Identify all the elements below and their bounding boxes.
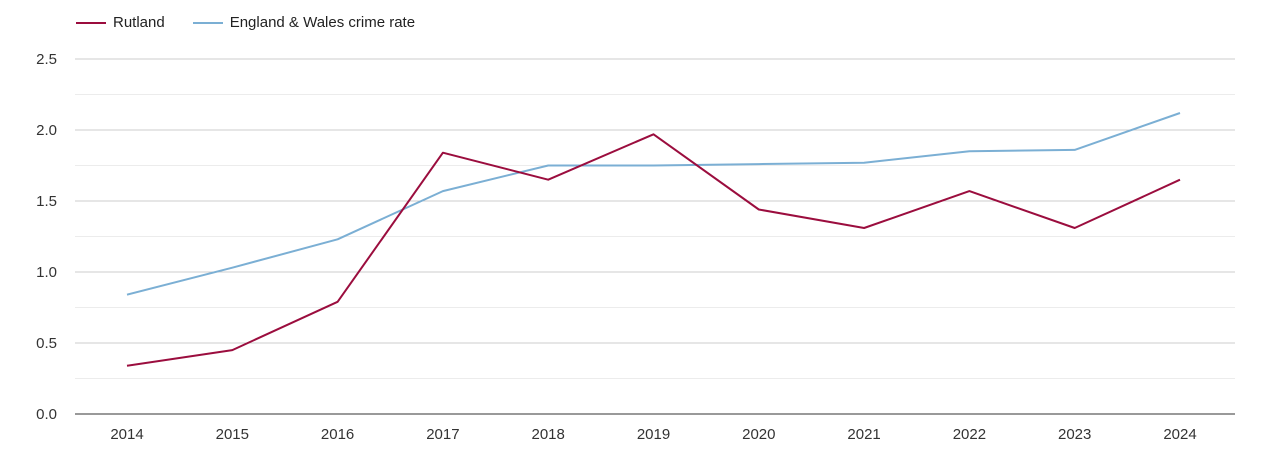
y-tick-label: 1.0	[36, 264, 57, 281]
series-line-england-wales	[126, 112, 1181, 296]
x-tick-label: 2014	[110, 426, 143, 443]
x-tick-label: 2017	[426, 426, 459, 443]
x-tick-label: 2023	[1058, 426, 1091, 443]
x-tick-label: 2016	[321, 426, 354, 443]
y-tick-label: 0.5	[36, 335, 57, 352]
x-tick-label: 2019	[637, 426, 670, 443]
y-tick-label: 2.0	[36, 122, 57, 139]
x-tick-label: 2015	[216, 426, 249, 443]
x-tick-label: 2020	[742, 426, 775, 443]
x-tick-label: 2021	[847, 426, 880, 443]
legend-label-england-wales: England & Wales crime rate	[229, 14, 416, 31]
x-tick-label: 2018	[532, 426, 565, 443]
y-tick-label: 1.5	[36, 193, 57, 210]
x-tick-label: 2022	[953, 426, 986, 443]
legend-item-england-wales[interactable]: England & Wales crime rate	[192, 14, 416, 31]
legend-item-rutland[interactable]: Rutland	[76, 14, 165, 31]
y-tick-label: 0.0	[36, 406, 57, 423]
x-tick-label: 2024	[1163, 426, 1196, 443]
legend-swatch-rutland	[76, 21, 106, 24]
legend-swatch-england-wales	[192, 21, 223, 24]
chart-legend: Rutland England & Wales crime rate	[76, 14, 443, 31]
y-tick-label: 2.5	[36, 51, 57, 68]
series-line-rutland	[126, 133, 1181, 367]
legend-label-rutland: Rutland	[113, 14, 165, 31]
